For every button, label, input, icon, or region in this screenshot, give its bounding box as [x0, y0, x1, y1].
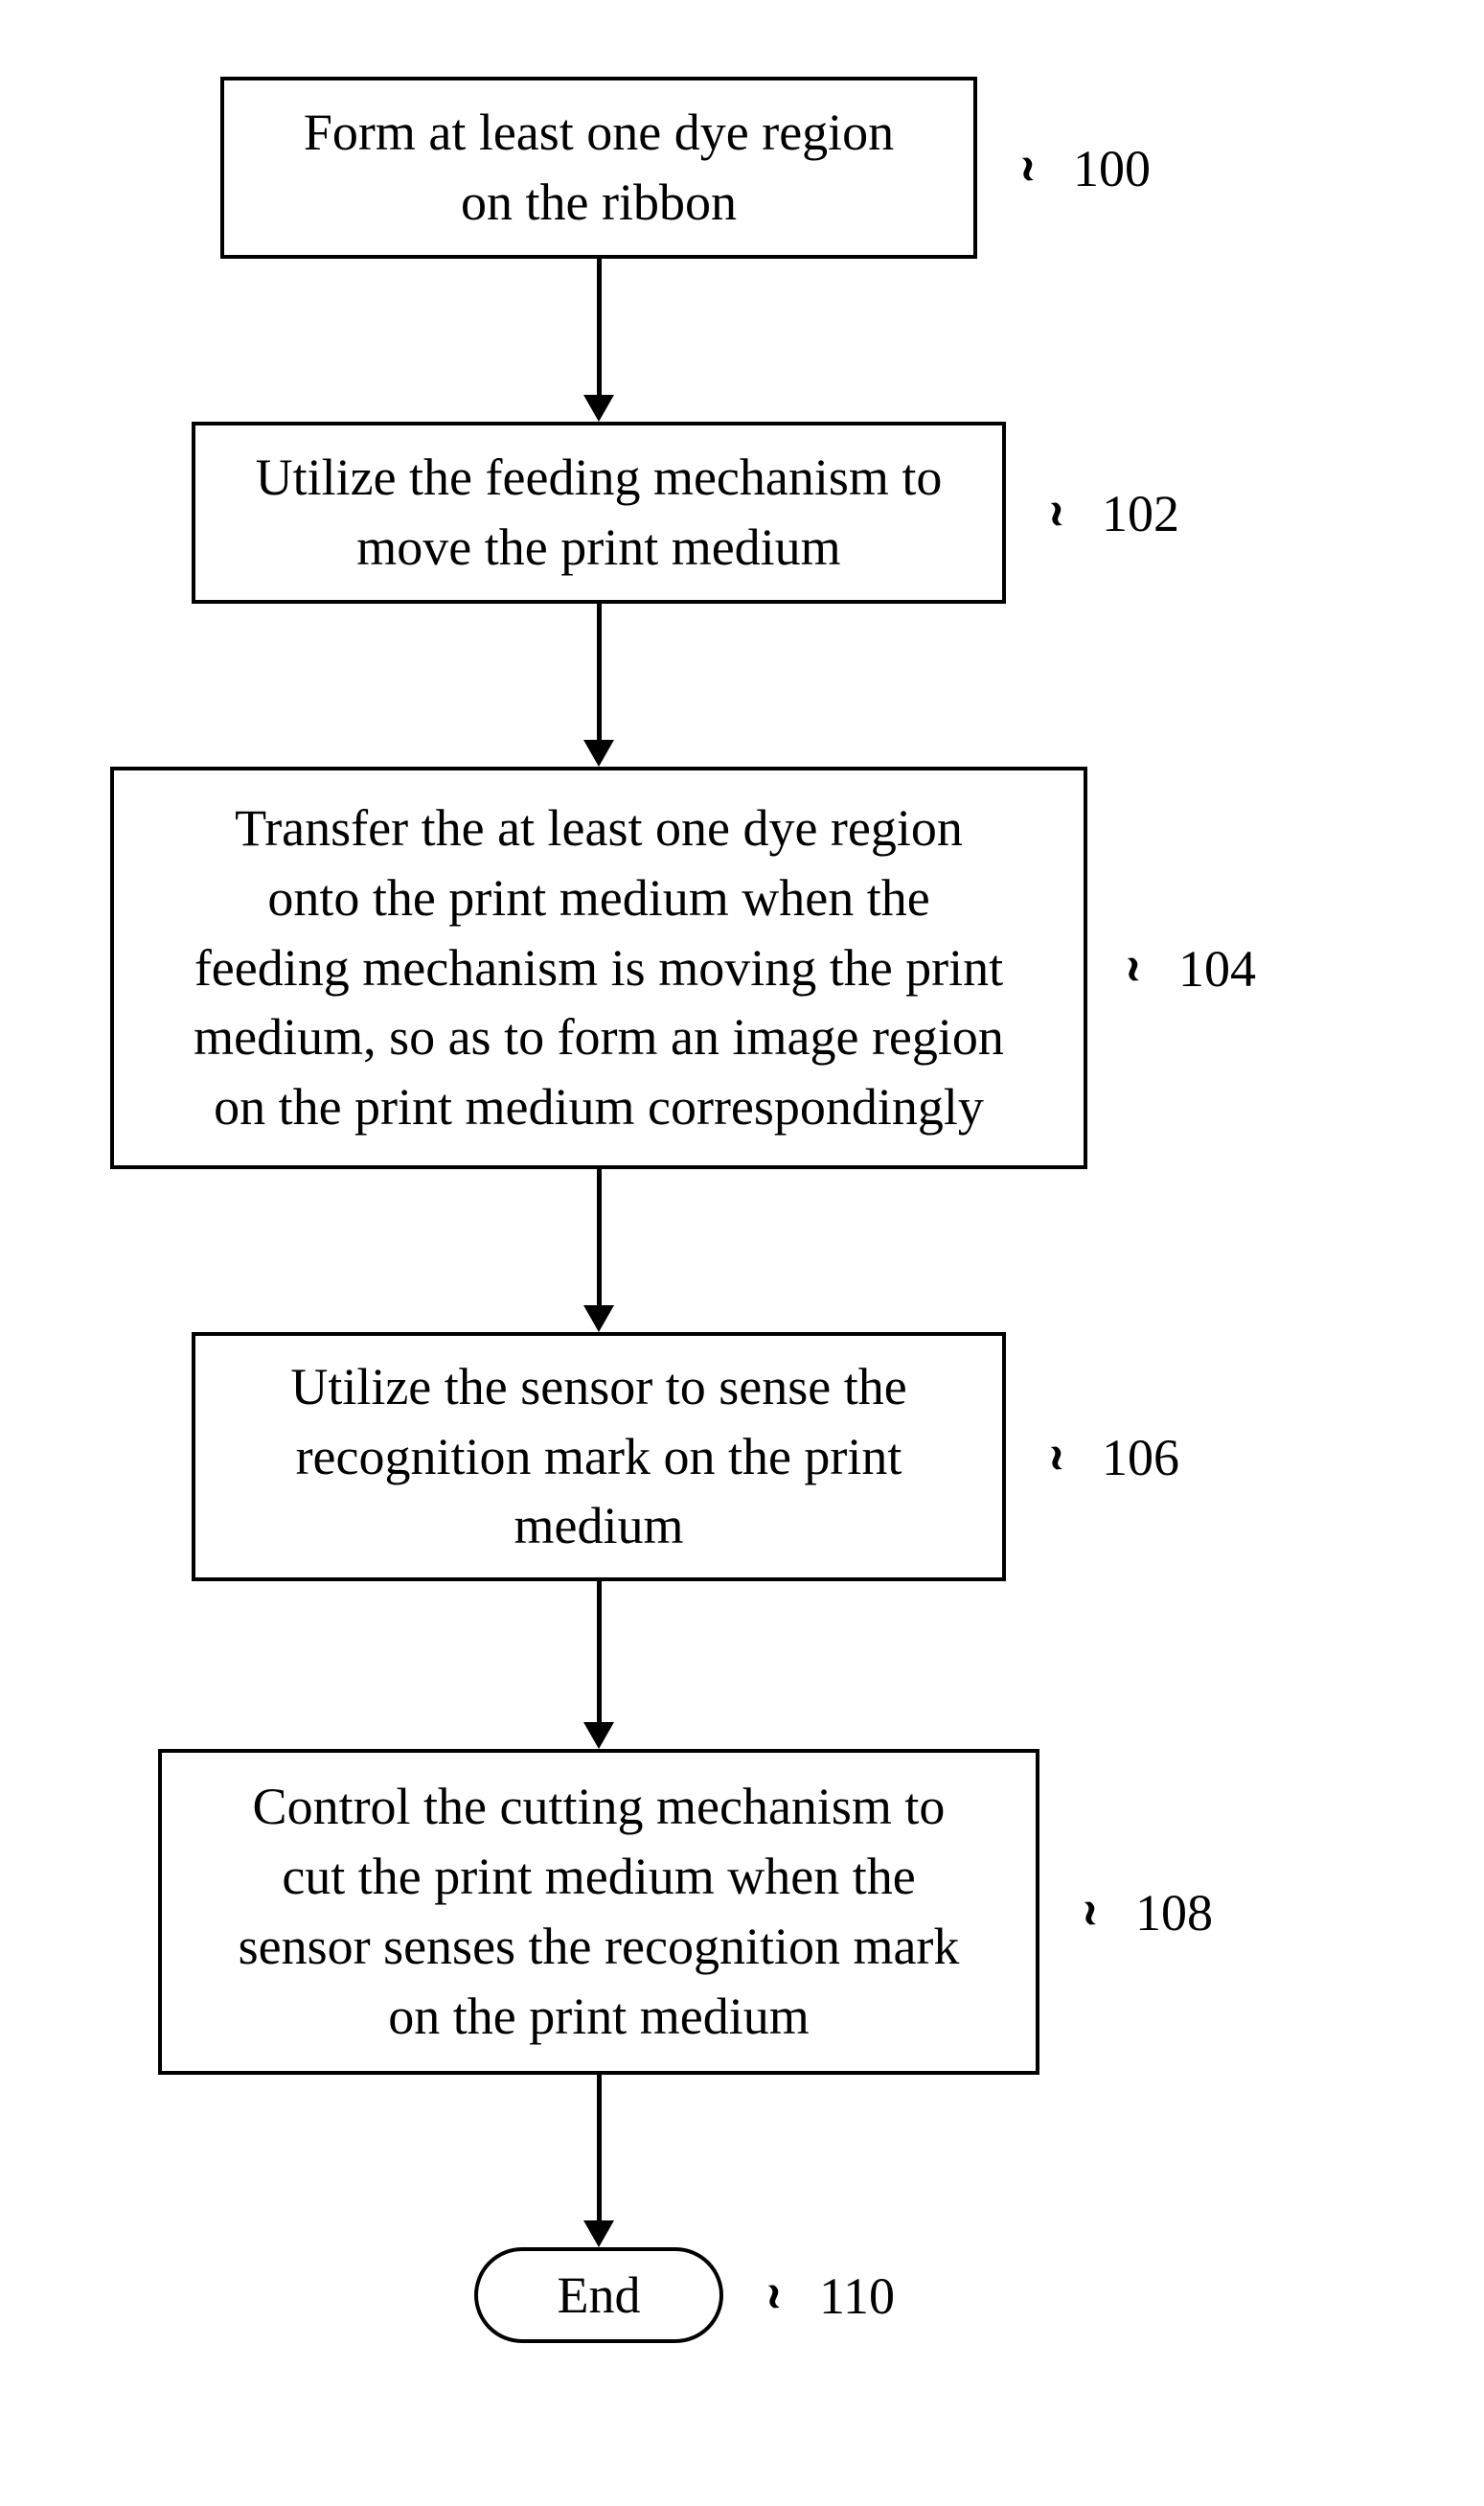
leader-mark: ~: [1040, 1897, 1139, 1929]
step-label-104: 104: [1178, 939, 1256, 999]
flow-step-b106: Utilize the sensor to sense therecogniti…: [192, 1332, 1006, 1581]
step-label-102: 102: [1102, 484, 1179, 543]
leader-mark: ~: [1007, 1442, 1106, 1474]
step-label-108: 108: [1135, 1883, 1213, 1943]
arrow-line-4: [597, 2075, 602, 2220]
arrow-line-2: [597, 1169, 602, 1305]
flow-step-b100: Form at least one dye regionon the ribbo…: [220, 77, 977, 259]
arrow-line-1: [597, 604, 602, 740]
arrow-head-2: [583, 1305, 614, 1332]
arrow-head-0: [583, 395, 614, 422]
flow-step-b104: Transfer the at least one dye regiononto…: [110, 767, 1087, 1169]
step-label-110: 110: [819, 2266, 895, 2326]
arrow-line-3: [597, 1581, 602, 1722]
leader-mark: ~: [1007, 498, 1106, 530]
arrow-head-1: [583, 740, 614, 767]
arrow-head-3: [583, 1722, 614, 1749]
arrow-line-0: [597, 259, 602, 395]
arrow-head-4: [583, 2220, 614, 2247]
leader-mark: ~: [1084, 954, 1182, 985]
flow-step-b108: Control the cutting mechanism tocut the …: [158, 1749, 1039, 2075]
flow-step-b102: Utilize the feeding mechanism tomove the…: [192, 422, 1006, 604]
step-label-100: 100: [1073, 139, 1151, 198]
step-label-106: 106: [1102, 1428, 1179, 1487]
leader-mark: ~: [724, 2281, 823, 2312]
flow-end: End: [474, 2247, 723, 2343]
leader-mark: ~: [978, 153, 1077, 185]
